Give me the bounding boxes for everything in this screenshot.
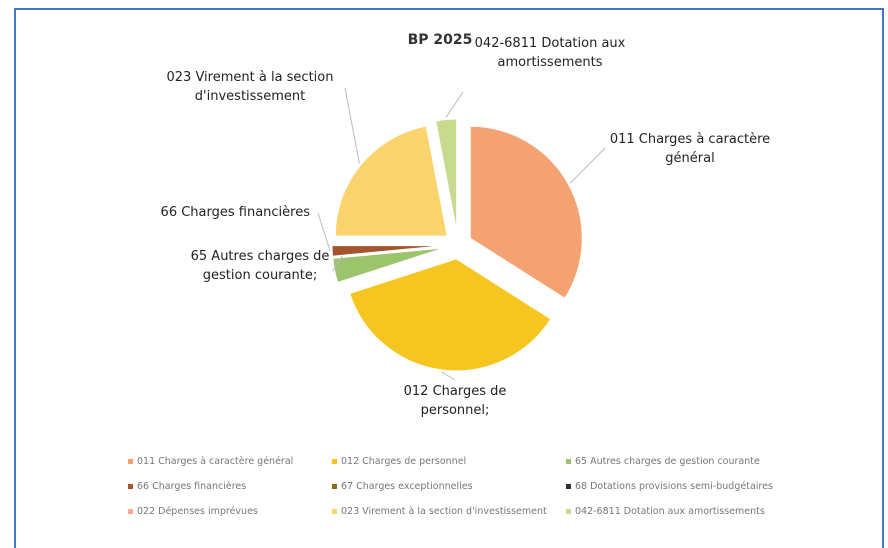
legend-label: 022 Dépenses imprévues bbox=[137, 506, 258, 517]
legend-label: 012 Charges de personnel bbox=[341, 456, 467, 467]
data-label: 023 Virement à la section d'investisseme… bbox=[166, 70, 334, 104]
leader-line bbox=[569, 147, 606, 184]
legend-label: 023 Virement à la section d'investisseme… bbox=[341, 506, 547, 517]
pie-slice bbox=[435, 118, 458, 232]
legend-swatch bbox=[128, 459, 133, 464]
legend-swatch bbox=[332, 509, 337, 514]
data-label: 042-6811 Dotation aux amortissements bbox=[474, 36, 626, 70]
legend-item: 012 Charges de personnel bbox=[332, 456, 466, 467]
legend-swatch bbox=[566, 484, 571, 489]
legend-swatch bbox=[566, 509, 571, 514]
data-label: 012 Charges de personnel; bbox=[403, 384, 507, 418]
pie-slice bbox=[334, 125, 448, 237]
data-label: 66 Charges financières bbox=[160, 205, 310, 220]
legend-item: 65 Autres charges de gestion courante bbox=[566, 456, 760, 467]
legend-item: 67 Charges exceptionnelles bbox=[332, 481, 473, 492]
legend-label: 65 Autres charges de gestion courante bbox=[575, 456, 760, 467]
leader-line bbox=[445, 91, 464, 118]
legend-label: 042-6811 Dotation aux amortissements bbox=[575, 506, 765, 517]
legend-item: 68 Dotations provisions semi-budgétaires bbox=[566, 481, 773, 492]
legend-item: 66 Charges financières bbox=[128, 481, 246, 492]
legend-item: 042-6811 Dotation aux amortissements bbox=[566, 506, 765, 517]
data-label: 65 Autres charges de gestion courante; bbox=[190, 249, 330, 283]
chart-title: BP 2025 bbox=[407, 32, 473, 48]
legend-item: 011 Charges à caractère général bbox=[128, 456, 293, 467]
legend-label: 68 Dotations provisions semi-budgétaires bbox=[575, 481, 773, 492]
legend-item: 023 Virement à la section d'investisseme… bbox=[332, 506, 547, 517]
legend-label: 66 Charges financières bbox=[137, 481, 247, 492]
data-label: 011 Charges à caractère général bbox=[609, 132, 771, 166]
leader-line bbox=[344, 87, 360, 164]
chart-frame bbox=[14, 8, 884, 548]
pie-slice bbox=[332, 247, 445, 284]
legend-label: 67 Charges exceptionnelles bbox=[341, 481, 473, 492]
legend-swatch bbox=[128, 484, 133, 489]
legend-swatch bbox=[332, 484, 337, 489]
legend-item: 022 Dépenses imprévues bbox=[128, 506, 258, 517]
legend-swatch bbox=[128, 509, 133, 514]
leader-line bbox=[441, 371, 456, 381]
legend-swatch bbox=[332, 459, 337, 464]
pie-slice bbox=[349, 258, 552, 372]
legend-label: 011 Charges à caractère général bbox=[137, 456, 294, 467]
legend-swatch bbox=[566, 459, 571, 464]
leader-line bbox=[317, 212, 331, 252]
pie-slice bbox=[331, 245, 445, 257]
pie-slice bbox=[469, 125, 583, 299]
